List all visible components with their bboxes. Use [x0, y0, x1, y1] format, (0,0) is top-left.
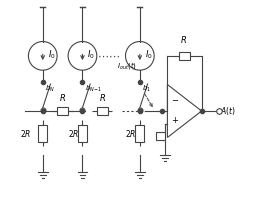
- Bar: [78, 125, 87, 142]
- Text: $R$: $R$: [99, 92, 106, 103]
- Text: $b_N$: $b_N$: [45, 83, 55, 94]
- Text: $R$: $R$: [59, 92, 66, 103]
- Text: $-$: $-$: [171, 94, 179, 103]
- Bar: [179, 52, 190, 60]
- Text: $b_{N\!-\!1}$: $b_{N\!-\!1}$: [85, 83, 102, 94]
- Text: $2R$: $2R$: [20, 128, 31, 139]
- Text: $I_{out}(t)$: $I_{out}(t)$: [117, 60, 137, 71]
- Text: $2R$: $2R$: [68, 128, 80, 139]
- Text: $R$: $R$: [181, 34, 188, 45]
- Bar: [57, 107, 68, 115]
- Bar: [97, 107, 108, 115]
- Text: $I_0$: $I_0$: [48, 48, 55, 61]
- Text: $I_0$: $I_0$: [145, 48, 152, 61]
- Text: $+$: $+$: [171, 115, 179, 125]
- Bar: [135, 125, 144, 142]
- Text: $2R$: $2R$: [125, 128, 137, 139]
- Bar: [38, 125, 47, 142]
- Text: $A(t)$: $A(t)$: [220, 105, 236, 117]
- Bar: [156, 131, 165, 140]
- Text: $b_1$: $b_1$: [143, 83, 151, 94]
- Text: $\cdots\cdots$: $\cdots\cdots$: [97, 51, 121, 61]
- Text: $I_0$: $I_0$: [87, 48, 95, 61]
